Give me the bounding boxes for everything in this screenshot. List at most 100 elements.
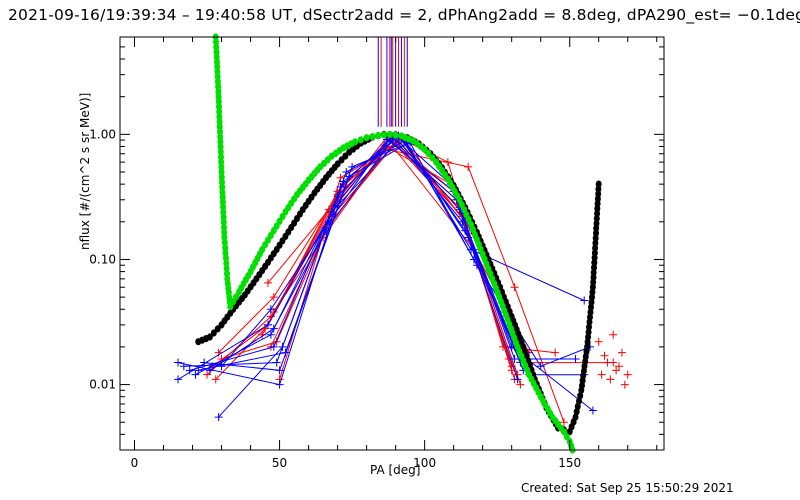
y-tick-label: 0.01 <box>89 378 116 392</box>
fit-point <box>357 136 364 144</box>
fit-point <box>386 130 393 138</box>
data-point <box>559 418 568 427</box>
series-black-fit <box>195 130 602 436</box>
fit-point <box>334 160 341 168</box>
x-axis-label: PA [deg] <box>370 463 421 477</box>
fit-point <box>220 203 227 211</box>
data-point <box>269 342 278 351</box>
data-point <box>513 375 522 384</box>
spike-lines <box>377 37 408 127</box>
fit-point <box>560 428 567 436</box>
axes: 0 50 100 150 0.01 0.10 1.00 <box>89 36 665 470</box>
fit-point <box>224 270 230 278</box>
series-green-fit <box>212 33 576 454</box>
fit-point <box>392 131 399 139</box>
fit-point <box>222 244 229 252</box>
data-point <box>275 380 284 389</box>
x-tick-label: 150 <box>558 456 581 470</box>
fit-point <box>217 128 223 136</box>
data-trace <box>215 136 518 380</box>
data-point <box>281 348 290 357</box>
data-point <box>510 355 519 364</box>
data-point <box>324 217 333 226</box>
data-point <box>203 370 212 379</box>
data-point <box>600 351 609 360</box>
data-point <box>620 380 629 389</box>
fit-point <box>216 103 222 111</box>
data-point <box>443 158 452 167</box>
data-point <box>321 226 330 235</box>
fit-point <box>375 131 382 140</box>
data-point <box>342 168 351 177</box>
data-point <box>464 162 473 171</box>
data-point <box>266 330 275 339</box>
data-point <box>174 375 183 384</box>
fit-point <box>363 134 370 142</box>
fit-point <box>218 163 225 171</box>
fit-point <box>220 218 227 226</box>
y-tick-label: 1.00 <box>89 127 116 141</box>
data-point <box>498 342 507 351</box>
data-point <box>272 358 281 367</box>
fit-point <box>219 188 226 196</box>
data-point <box>278 342 287 351</box>
x-tick-label: 50 <box>272 456 287 470</box>
series-blue <box>174 130 597 422</box>
fit-point <box>217 148 224 156</box>
data-point <box>597 370 606 379</box>
plot-frame <box>119 36 665 451</box>
data-point <box>263 278 272 287</box>
data-point <box>269 293 278 302</box>
fit-point <box>421 145 428 153</box>
data-point <box>266 305 275 314</box>
data-point <box>617 348 626 357</box>
data-point <box>179 362 188 371</box>
data-point <box>348 162 357 171</box>
data-point <box>507 342 516 351</box>
fit-point <box>206 333 213 341</box>
fit-point <box>572 413 579 421</box>
data-point <box>214 413 223 422</box>
fit-point <box>429 154 436 162</box>
data-point <box>174 358 183 367</box>
data-point <box>472 261 481 270</box>
fit-point <box>425 149 432 158</box>
fit-point <box>352 138 358 146</box>
data-point <box>536 362 545 371</box>
data-point <box>191 370 200 379</box>
fit-point <box>577 392 584 400</box>
data-point <box>603 358 612 367</box>
data-point <box>623 370 632 379</box>
data-point <box>606 375 615 384</box>
y-axis-label: nflux [#/(cm^2 s sr MeV)] <box>78 92 92 250</box>
fit-point <box>221 239 228 247</box>
data-point <box>594 337 603 346</box>
data-point <box>580 296 589 305</box>
fit-point <box>223 259 230 267</box>
fit-point <box>223 264 230 273</box>
data-point <box>217 362 226 371</box>
created-timestamp: Created: Sat Sep 25 15:50:29 2021 <box>521 481 734 495</box>
x-tick-label: 100 <box>413 456 436 470</box>
data-point <box>612 366 621 375</box>
y-tick-label: 0.10 <box>89 252 116 266</box>
data-point <box>382 135 391 144</box>
data-point <box>275 366 284 375</box>
fit-point <box>381 131 387 139</box>
data-point <box>551 348 560 357</box>
x-tick-label: 0 <box>131 456 139 470</box>
fit-point <box>595 180 602 188</box>
data-point <box>211 375 220 384</box>
data-point <box>615 362 624 371</box>
data-point <box>263 320 272 329</box>
chart-title: 2021-09-16/19:39:34 – 19:40:58 UT, dSect… <box>8 6 800 24</box>
data-point <box>205 366 214 375</box>
data-point <box>510 283 519 292</box>
data-point <box>269 324 278 333</box>
data-point <box>516 380 525 389</box>
fit-point <box>369 133 376 141</box>
data-point <box>194 366 203 375</box>
fit-point <box>574 402 581 410</box>
data-point <box>200 358 209 367</box>
data-point <box>571 355 580 364</box>
